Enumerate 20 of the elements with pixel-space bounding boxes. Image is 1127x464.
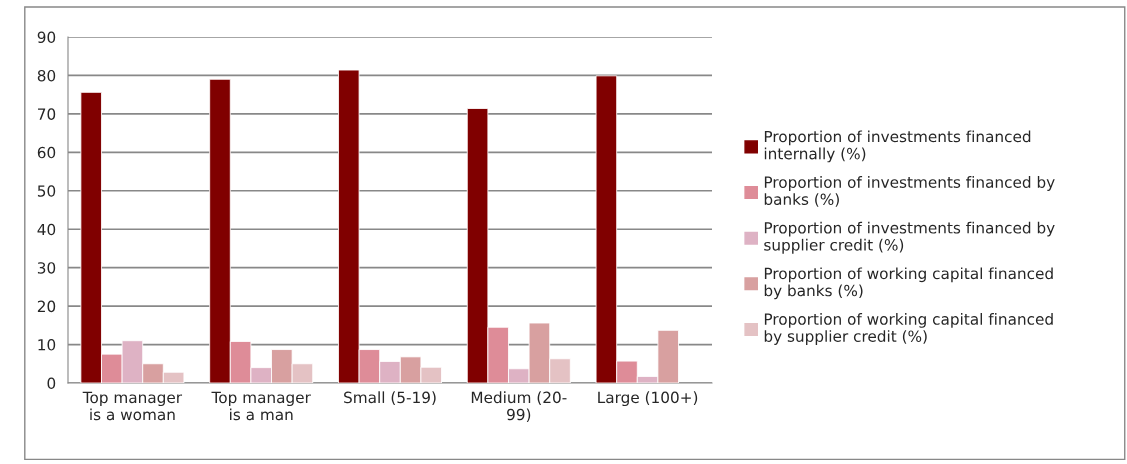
y-tick-label: 10 bbox=[38, 339, 56, 351]
y-tick-label: 0 bbox=[47, 377, 56, 390]
y-tick-label: 80 bbox=[37, 69, 56, 82]
legend-label: Proportion of working capital financed by supplier credit (%) bbox=[764, 313, 1053, 345]
x-tick-label: Medium (20- 99) bbox=[471, 391, 567, 423]
y-tick-label: 50 bbox=[37, 185, 56, 197]
legend-label: Proportion of investments financed internally (%) bbox=[764, 130, 1031, 163]
x-tick-label: Small (5-19) bbox=[344, 391, 436, 405]
y-tick-label: 70 bbox=[38, 108, 56, 120]
y-tick-label: 20 bbox=[37, 300, 56, 313]
x-tick-label: Large (100+) bbox=[598, 391, 698, 407]
y-tick-label: 90 bbox=[37, 31, 56, 44]
x-tick-label: Top manager is a man bbox=[211, 391, 311, 421]
y-tick-label: 60 bbox=[37, 146, 56, 159]
x-tick-label: Top manager is a woman bbox=[82, 391, 183, 421]
legend-label: Proportion of working capital financed by banks (%) bbox=[764, 267, 1053, 300]
legend-label: Proportion of investments financed by supplier credit (%) bbox=[764, 221, 1055, 254]
y-tick-label: 30 bbox=[37, 262, 56, 274]
legend-label: Proportion of investments financed by banks (%) bbox=[764, 176, 1055, 207]
y-tick-label: 40 bbox=[37, 223, 56, 236]
